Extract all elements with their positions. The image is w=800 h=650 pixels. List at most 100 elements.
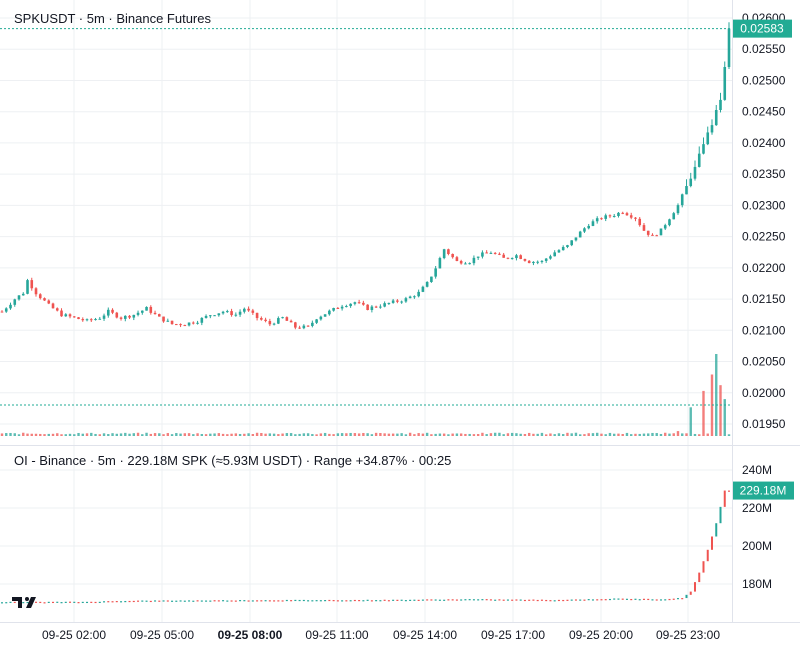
candle: [340, 306, 344, 309]
oi-point: [455, 599, 458, 601]
volume-bar: [668, 433, 671, 436]
volume-bar: [175, 433, 178, 436]
volume-bar: [421, 433, 425, 436]
volume-bar: [162, 434, 165, 436]
time-tick-label: 09-25 17:00: [481, 628, 545, 642]
oi-point: [260, 600, 263, 602]
candle: [459, 260, 463, 264]
oi-point: [549, 600, 552, 602]
candle: [353, 302, 357, 304]
volume-bar: [408, 432, 412, 436]
oi-point: [634, 598, 637, 600]
oi-point: [285, 599, 288, 602]
candle: [417, 291, 420, 297]
volume-bar: [434, 433, 437, 436]
volume-bar: [540, 432, 544, 436]
candle: [646, 230, 650, 235]
candle: [608, 215, 612, 217]
oi-point: [324, 600, 327, 602]
oi-point: [52, 601, 55, 604]
candle: [387, 302, 391, 304]
candle: [498, 253, 501, 255]
volume-bar: [47, 433, 50, 436]
oi-point: [447, 599, 450, 601]
candle: [98, 318, 102, 320]
volume-bar: [430, 434, 433, 436]
candle: [72, 316, 76, 318]
candle: [221, 311, 225, 314]
volume-bar: [566, 432, 569, 436]
oi-point: [222, 600, 225, 602]
candle: [468, 263, 471, 265]
volume-bar: [362, 432, 365, 436]
volume-bar: [340, 433, 344, 436]
candle: [140, 310, 144, 313]
oi-point: [209, 600, 212, 602]
candle: [166, 320, 170, 322]
oi-point: [370, 600, 373, 602]
candle: [162, 316, 165, 322]
oi-point: [579, 599, 582, 601]
candle: [47, 300, 51, 304]
volume-bar: [493, 432, 497, 436]
volume-bar: [5, 433, 8, 436]
volume-bar: [85, 433, 89, 436]
price-tick-label: 0.02450: [742, 105, 786, 119]
volume-bar: [22, 432, 25, 436]
oi-point: [387, 600, 390, 602]
volume-bar: [64, 434, 67, 436]
oi-point: [451, 599, 454, 601]
volume-bar: [56, 433, 59, 436]
volume-bar: [306, 433, 310, 436]
candle: [612, 215, 616, 217]
oi-point: [81, 601, 84, 604]
volume-bar: [464, 433, 467, 436]
volume-bar: [613, 433, 616, 436]
volume-bar: [128, 433, 131, 436]
candle: [128, 315, 131, 318]
volume-bar: [277, 434, 280, 436]
volume-bar: [0, 433, 4, 436]
oi-point: [302, 599, 305, 602]
oi-point: [107, 601, 110, 603]
candle: [532, 261, 535, 264]
volume-bar: [476, 434, 480, 436]
oi-point: [515, 599, 518, 601]
candle: [123, 315, 127, 319]
candle: [43, 298, 46, 301]
oi-point: [73, 601, 76, 603]
oi-point: [132, 600, 135, 603]
volume-bar: [149, 433, 153, 436]
volume-bar: [689, 407, 692, 436]
time-tick-label: 09-25 23:00: [656, 628, 720, 642]
candle: [179, 324, 182, 326]
oi-point: [434, 599, 437, 601]
oi-point: [358, 599, 361, 602]
volume-bar: [255, 432, 259, 436]
oi-point: [154, 600, 157, 602]
oi-point: [438, 599, 441, 601]
candle: [680, 194, 684, 206]
oi-point: [676, 598, 679, 600]
volume-bar: [179, 433, 182, 436]
candle: [336, 307, 340, 309]
candle: [396, 300, 399, 302]
oi-point: [158, 600, 161, 602]
oi-point: [668, 598, 671, 601]
candle: [663, 225, 667, 229]
candle: [702, 144, 705, 154]
candle: [149, 306, 153, 313]
candle: [693, 166, 697, 179]
volume-bar: [719, 385, 722, 436]
oi-point: [1, 602, 3, 604]
candle: [260, 318, 263, 320]
volume-bar: [141, 434, 144, 436]
oi-point: [693, 582, 696, 592]
volume-bar: [481, 432, 484, 436]
oi-point: [494, 599, 497, 601]
candle: [723, 66, 727, 100]
oi-point: [506, 599, 509, 601]
price-tick-label: 0.01950: [742, 417, 786, 431]
